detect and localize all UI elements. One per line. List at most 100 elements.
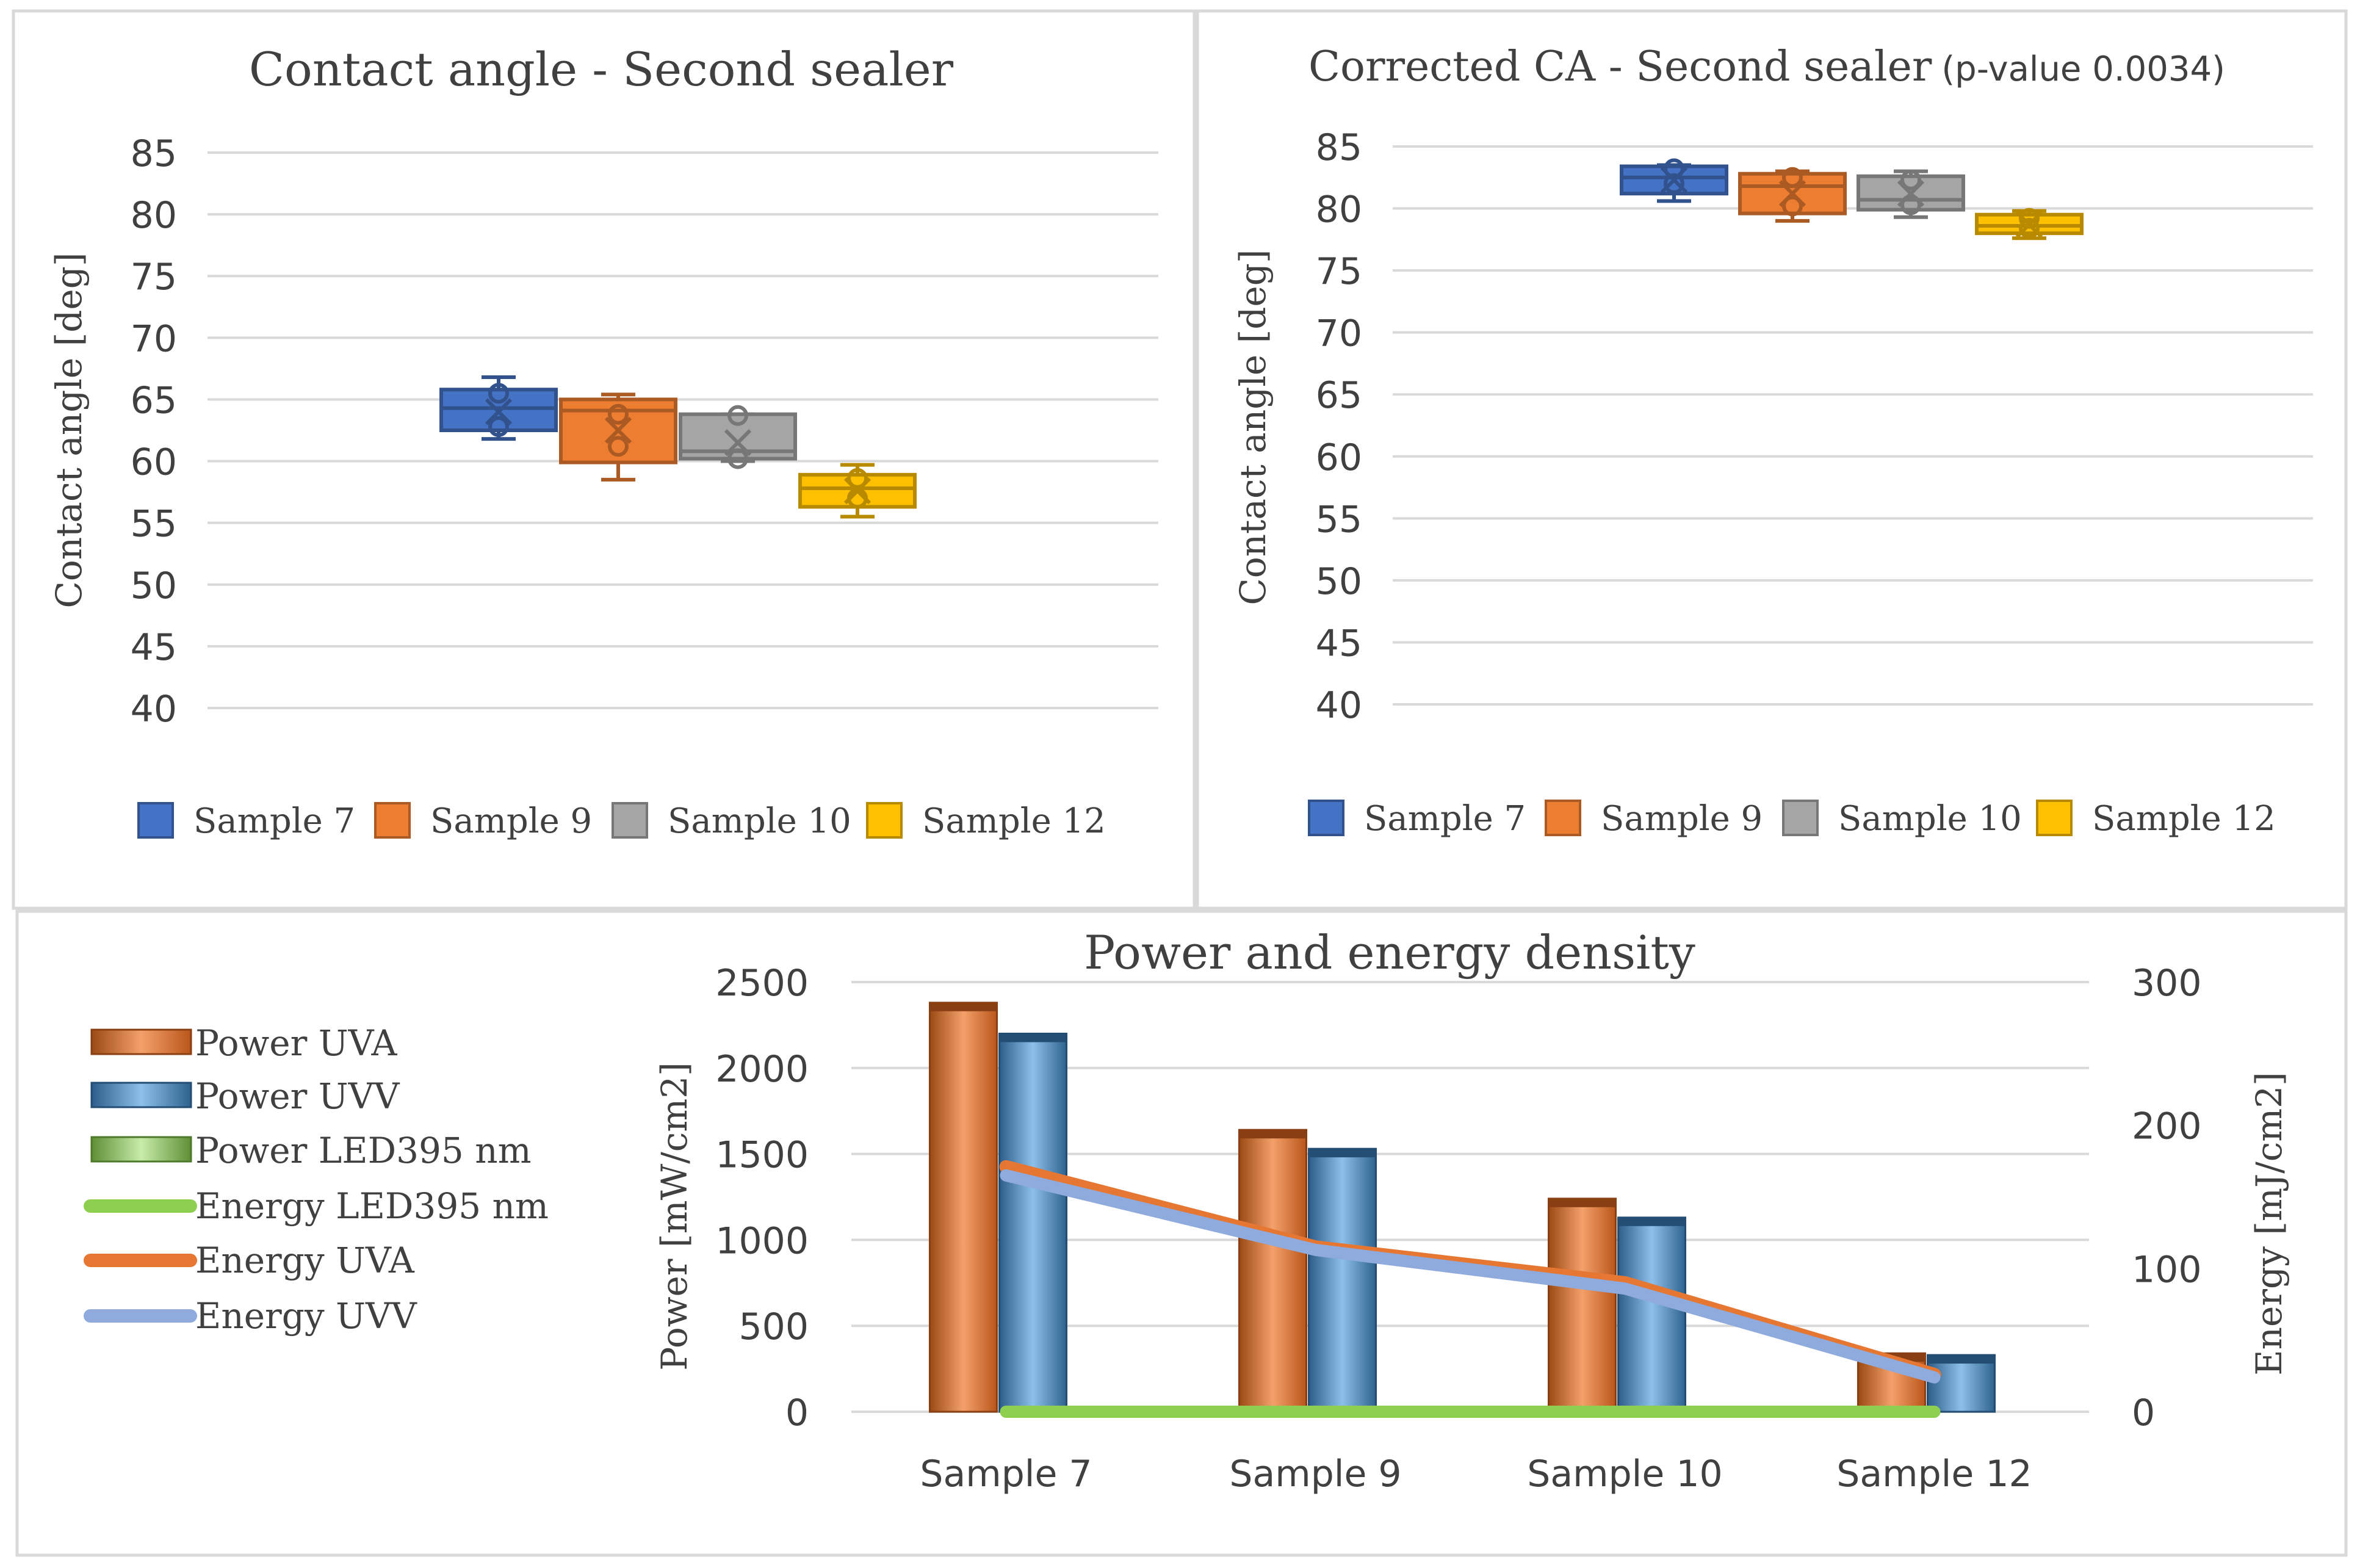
y-tick-label: 45 (1316, 622, 1362, 665)
power-energy-chart: Power and energy density Power [mW/cm2] … (84, 925, 2290, 1495)
box-iqr (1620, 164, 1728, 196)
y-tick-label: 85 (131, 132, 177, 175)
box-sample-9 (1738, 167, 1847, 223)
bar-top-power-uva-sample-7 (929, 1002, 997, 1011)
y-tick-label: 500 (738, 1306, 809, 1348)
line-energy-uvv (1000, 1169, 1941, 1384)
bar-top-power-uva-sample-10 (1548, 1198, 1616, 1207)
box-sample-10 (1857, 169, 1965, 219)
y-tick-label: 80 (1316, 189, 1362, 231)
legend-label-energy-led395-nm: Energy LED395 nm (195, 1185, 549, 1227)
y-tick-label: 50 (1316, 560, 1362, 603)
mean-marker (485, 398, 513, 425)
mean-marker (604, 416, 632, 444)
box-sample-7 (1620, 158, 1728, 203)
mean-marker (724, 429, 752, 457)
data-point (847, 488, 868, 509)
box-sample-9 (559, 392, 677, 482)
chart-title: Contact angle - Second sealer (249, 42, 954, 96)
y-tick-label: 75 (131, 256, 177, 298)
bar-top-power-uvv-sample-10 (1618, 1217, 1686, 1226)
data-point (2019, 218, 2040, 239)
legend-label-power-uvv: Power UVV (195, 1075, 400, 1117)
y2-tick-label: 200 (2132, 1105, 2202, 1148)
bar-power-uva-sample-7 (929, 1002, 998, 1413)
legend-label-sample-12: Sample 12 (922, 801, 1106, 841)
contact-angle-chart: Contact angle - Second sealer Contact an… (48, 42, 1158, 841)
legend-label-sample-9: Sample 9 (1601, 799, 1763, 839)
data-point (2019, 208, 2040, 229)
legend-swatch-power-led395-nm (90, 1136, 192, 1163)
legend-swatch-sample-7 (1308, 800, 1344, 836)
legend-label-power-led395-nm: Power LED395 nm (195, 1130, 532, 1171)
y-tick-label: 50 (131, 565, 177, 607)
data-point (1900, 194, 1921, 215)
chart-title-pvalue: (p-value 0.0034) (1941, 49, 2225, 89)
x-tick-label: Sample 12 (1836, 1453, 2032, 1495)
y-tick-label: 0 (785, 1392, 809, 1434)
data-point (608, 403, 629, 425)
y-axis-label-right: Energy [mJ/cm2] (2248, 1072, 2290, 1376)
legend-swatch-sample-10 (1782, 800, 1819, 836)
data-point (1664, 173, 1684, 194)
y-tick-label: 40 (131, 688, 177, 731)
y-tick-label: 80 (131, 194, 177, 237)
legend-swatch-power-uvv (90, 1082, 192, 1108)
y-axis-label: Contact angle [deg] (1232, 250, 1274, 605)
y-tick-label: 2000 (715, 1048, 809, 1091)
data-point (1900, 169, 1921, 190)
y2-tick-label: 300 (2132, 962, 2202, 1005)
legend-label-sample-9: Sample 9 (430, 801, 592, 841)
y2-tick-label: 0 (2132, 1392, 2155, 1434)
y-tick-label: 40 (1316, 684, 1362, 727)
box-sample-10 (679, 405, 797, 469)
bar-top-power-uvv-sample-7 (999, 1033, 1067, 1042)
data-point (847, 468, 868, 489)
bar-top-power-uva-sample-9 (1239, 1130, 1307, 1139)
data-point (488, 416, 509, 437)
data-point (727, 405, 748, 426)
y-tick-label: 70 (131, 317, 177, 360)
y-tick-label: 1500 (715, 1134, 809, 1177)
chart-title: Power and energy density (1084, 925, 1695, 980)
y-tick-label: 2500 (715, 962, 809, 1005)
y-tick-label: 1000 (715, 1219, 809, 1262)
y2-tick-label: 100 (2132, 1248, 2202, 1291)
y-tick-label: 45 (131, 626, 177, 669)
chart-title: Corrected CA - Second sealer (p-value 0.0… (1308, 43, 2225, 91)
data-point (1782, 167, 1803, 188)
bar-power-uva-sample-10 (1548, 1198, 1617, 1413)
data-point (1664, 158, 1684, 179)
x-tick-label: Sample 9 (1229, 1453, 1401, 1495)
x-tick-label: Sample 10 (1527, 1453, 1722, 1495)
legend-label-sample-10: Sample 10 (1838, 799, 2022, 839)
legend-swatch-sample-12 (866, 802, 903, 839)
bar-top-power-uvv-sample-9 (1308, 1149, 1376, 1158)
legend-label-energy-uva: Energy UVA (195, 1240, 415, 1281)
y-axis-label: Contact angle [deg] (48, 253, 90, 609)
y-tick-label: 60 (1316, 436, 1362, 479)
legend-label-energy-uvv: Energy UVV (195, 1295, 417, 1337)
bar-power-uvv-sample-7 (998, 1032, 1067, 1413)
legend-swatch-sample-9 (374, 802, 411, 839)
legend-swatch-sample-10 (612, 802, 648, 839)
legend-label-sample-10: Sample 10 (668, 801, 851, 841)
y-tick-label: 55 (1316, 498, 1362, 541)
y-tick-label: 75 (1316, 250, 1362, 293)
legend-swatch-sample-12 (2036, 800, 2073, 836)
box-sample-12 (1975, 208, 2084, 240)
corrected-ca-chart: Corrected CA - Second sealer (p-value 0.0… (1232, 43, 2313, 839)
y-tick-label: 65 (131, 379, 177, 422)
legend-label-sample-12: Sample 12 (2092, 799, 2276, 839)
data-point (727, 448, 748, 469)
x-tick-label: Sample 7 (920, 1453, 1092, 1495)
y-tick-label: 70 (1316, 313, 1362, 355)
panel-corrected-ca (1196, 9, 2348, 910)
chart-title-main: Corrected CA - Second sealer (1308, 43, 1932, 91)
y-tick-label: 55 (131, 503, 177, 546)
legend-swatch-power-uva (90, 1028, 192, 1055)
y-tick-label: 60 (131, 441, 177, 484)
data-point (488, 383, 509, 404)
y-tick-label: 85 (1316, 126, 1362, 169)
